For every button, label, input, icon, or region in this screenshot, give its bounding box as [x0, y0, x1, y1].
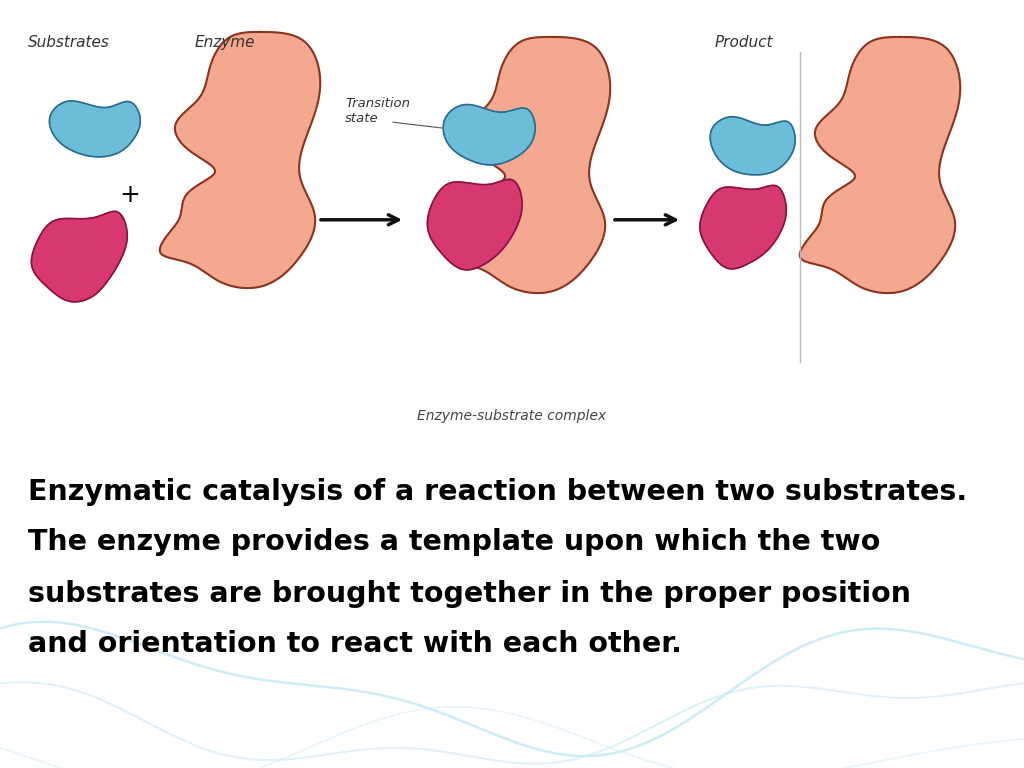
- Text: and orientation to react with each other.: and orientation to react with each other…: [28, 630, 682, 658]
- Text: Enzymatic catalysis of a reaction between two substrates.: Enzymatic catalysis of a reaction betwee…: [28, 478, 967, 505]
- Text: Enzyme: Enzyme: [195, 35, 256, 50]
- Text: Enzyme-substrate complex: Enzyme-substrate complex: [418, 409, 606, 422]
- Polygon shape: [49, 101, 140, 157]
- Text: +: +: [120, 183, 140, 207]
- Text: Transition
state: Transition state: [345, 97, 410, 125]
- Text: Product: Product: [715, 35, 773, 50]
- Polygon shape: [450, 37, 610, 293]
- Text: The enzyme provides a template upon which the two: The enzyme provides a template upon whic…: [28, 528, 881, 556]
- Polygon shape: [427, 180, 522, 270]
- Polygon shape: [443, 104, 536, 165]
- Polygon shape: [160, 32, 321, 288]
- Text: Substrates: Substrates: [28, 35, 110, 50]
- Polygon shape: [32, 211, 127, 302]
- Polygon shape: [700, 185, 786, 269]
- Polygon shape: [711, 117, 795, 175]
- Text: substrates are brought together in the proper position: substrates are brought together in the p…: [28, 580, 911, 607]
- Polygon shape: [800, 37, 961, 293]
